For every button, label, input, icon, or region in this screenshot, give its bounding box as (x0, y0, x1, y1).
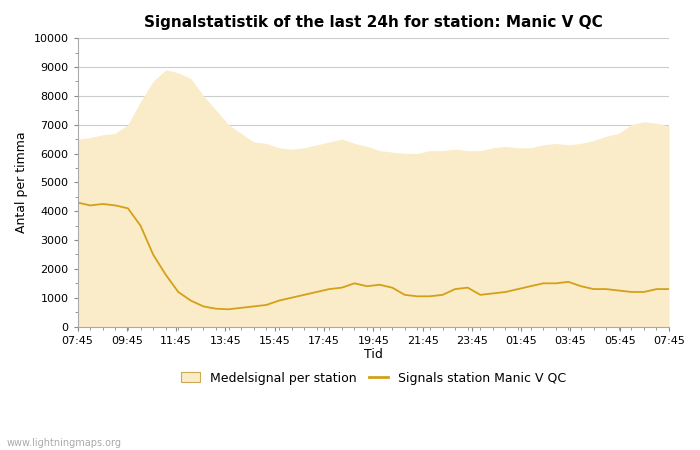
Text: www.lightningmaps.org: www.lightningmaps.org (7, 438, 122, 448)
Title: Signalstatistik of the last 24h for station: Manic V QC: Signalstatistik of the last 24h for stat… (144, 15, 603, 30)
Legend: Medelsignal per station, Signals station Manic V QC: Medelsignal per station, Signals station… (176, 367, 570, 390)
X-axis label: Tid: Tid (364, 348, 383, 361)
Y-axis label: Antal per timma: Antal per timma (15, 131, 28, 233)
